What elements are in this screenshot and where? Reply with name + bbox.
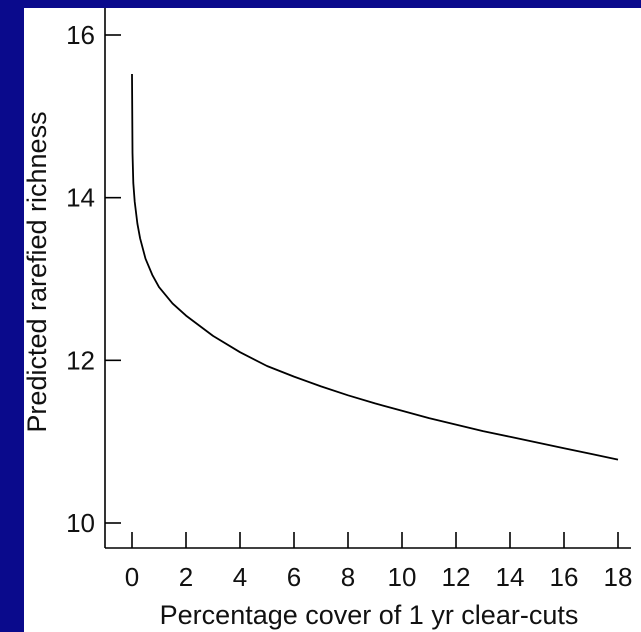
y-tick-label: 14 [66, 183, 95, 213]
x-tick-label: 4 [233, 562, 247, 592]
x-tick-label: 6 [287, 562, 301, 592]
axes: 10 12 14 16 0 2 4 6 8 10 12 14 16 18 [66, 8, 632, 592]
x-tick-label: 2 [179, 562, 193, 592]
x-tick-label: 12 [442, 562, 471, 592]
y-tick-label: 16 [66, 20, 95, 50]
x-tick-label: 16 [550, 562, 579, 592]
x-tick-label: 14 [496, 562, 525, 592]
plot-frame [24, 8, 641, 632]
y-tick-label: 12 [66, 345, 95, 375]
plot-area [131, 73, 619, 461]
y-tick-label: 10 [66, 508, 95, 538]
x-axis-title: Percentage cover of 1 yr clear-cuts [160, 600, 579, 630]
y-axis-title: Predicted rarefied richness [22, 111, 52, 432]
x-tick-label: 18 [604, 562, 633, 592]
x-tick-label: 10 [388, 562, 417, 592]
x-tick-label: 0 [125, 562, 139, 592]
x-tick-label: 8 [341, 562, 355, 592]
series-line [131, 73, 619, 461]
